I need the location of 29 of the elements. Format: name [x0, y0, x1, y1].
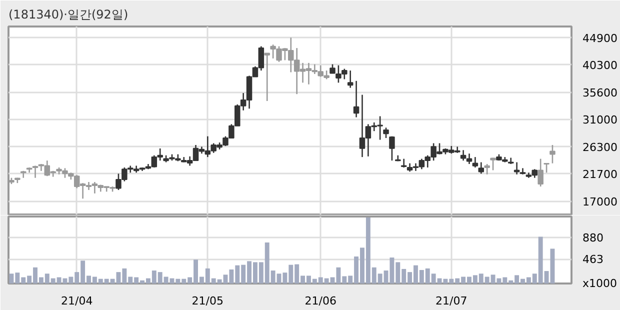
- candlestick: [472, 156, 478, 168]
- candlestick: [544, 162, 550, 174]
- candlestick: [484, 163, 490, 176]
- candlestick: [478, 162, 484, 174]
- x-tick-label: 21/05: [192, 294, 224, 308]
- candlestick: [490, 157, 496, 171]
- y-tick-label: 26300: [582, 141, 618, 154]
- candlestick: [347, 70, 354, 88]
- y-tick-label: 31000: [582, 114, 618, 127]
- y-tick-label: 880: [582, 231, 604, 244]
- candlestick: [514, 162, 520, 176]
- y-tick-label: 17000: [582, 196, 618, 209]
- candlestick: [550, 144, 556, 164]
- chart-title: (181340)·일간(92일): [8, 8, 128, 22]
- candlestick: [389, 136, 395, 162]
- candlestick: [538, 158, 544, 188]
- candlestick: [264, 52, 270, 102]
- y-tick-label: 40300: [582, 59, 618, 72]
- candlestick: [508, 157, 514, 165]
- y-tick-label: 463: [582, 252, 604, 266]
- y-tick-label: 35600: [582, 86, 618, 100]
- x-tick-label: 21/07: [436, 294, 468, 308]
- y-tick-label: 44900: [582, 32, 618, 46]
- x-tick-label: 21/04: [61, 294, 93, 308]
- y-tick-label: 21700: [582, 168, 618, 182]
- y-tick-label: x1000: [582, 277, 618, 290]
- x-tick-label: 21/06: [304, 294, 336, 308]
- candlestick: [383, 126, 389, 139]
- candlestick: [353, 80, 360, 118]
